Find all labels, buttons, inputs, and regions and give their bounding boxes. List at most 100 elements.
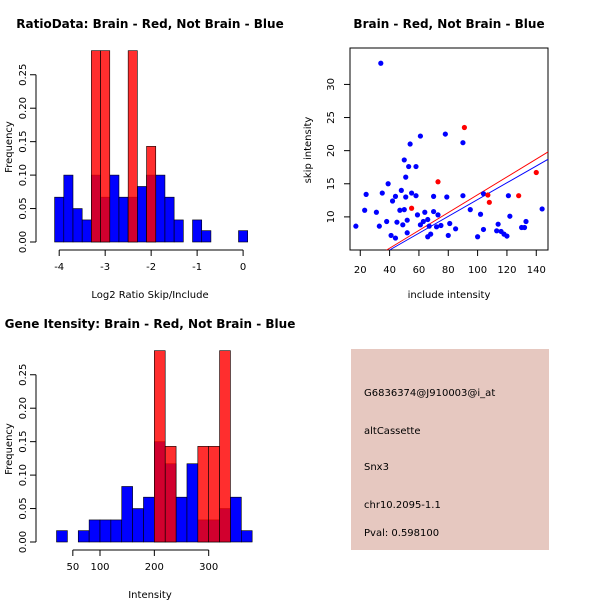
scatter-xlabel: include intensity	[408, 290, 491, 301]
scatter-point-not-brain	[442, 131, 448, 137]
scatter-point-not-brain	[398, 187, 404, 193]
probe-id: G6836374@J910003@i_at	[364, 388, 495, 399]
scatter-x-tick-label: 80	[442, 265, 455, 276]
ratio-histogram-x-axis: -4 -3 -2 -1 0	[54, 249, 246, 273]
scatter-point-not-brain	[353, 223, 359, 229]
scatter-point-not-brain	[392, 235, 399, 241]
ratio-histogram-x-tick-label: 0	[240, 262, 246, 273]
scatter-point-not-brain	[447, 220, 453, 227]
scatter-point-not-brain	[425, 216, 431, 223]
scatter-point-not-brain	[539, 206, 545, 212]
intensity-histogram-bar-not-brain	[110, 519, 123, 543]
scatter-point-not-brain	[467, 207, 473, 213]
intensity-histogram-bar-brain	[208, 446, 220, 543]
intensity-histogram-bars	[56, 350, 253, 543]
ratio-histogram-bar-not-brain	[72, 208, 83, 243]
scatter-point-not-brain	[475, 234, 481, 240]
pval-text: Pval: 0.598100	[364, 528, 439, 539]
scatter-point-not-brain	[431, 193, 437, 199]
intensity-histogram-title: Gene Itensity: Brain - Red, Not Brain - …	[5, 317, 296, 331]
brain-fit-line	[386, 151, 549, 251]
intensity-histogram-x-tick-label: 200	[145, 562, 164, 573]
scatter-point-not-brain	[494, 228, 500, 234]
scatter-point-not-brain	[379, 190, 385, 196]
intensity-histogram-ylabel: Frequency	[4, 423, 15, 475]
scatter-point-not-brain	[376, 223, 382, 229]
ratio-histogram-xlabel: Log2 Ratio Skip/Include	[91, 290, 208, 301]
scatter-point-not-brain	[388, 232, 394, 239]
ratio-histogram-bar-not-brain	[164, 196, 175, 243]
ratio-histogram-bar-not-brain	[81, 219, 92, 243]
scatter-x-tick-label: 40	[383, 265, 396, 276]
ratio-histogram-ylabel: Frequency	[4, 121, 15, 173]
scatter-point-not-brain	[384, 218, 390, 225]
ratio-histogram-bar-brain	[146, 146, 157, 243]
info-panel-background	[351, 349, 549, 550]
gene-name: Snx3	[364, 462, 389, 473]
ratio-histogram-bar-not-brain	[238, 230, 249, 243]
ratio-histogram-y-axis: 0.00 0.05 0.10 0.15 0.20 0.25	[18, 64, 37, 253]
intensity-histogram-y-tick-label: 0.05	[18, 497, 29, 519]
intensity-histogram-bar-brain	[197, 446, 209, 543]
scatter-plot-box	[349, 47, 549, 251]
scatter-point-not-brain	[389, 198, 396, 204]
scatter-point-not-brain	[394, 219, 400, 225]
scatter-point-not-brain	[505, 193, 511, 199]
scatter-point-not-brain	[378, 60, 384, 66]
ratio-histogram-y-tick-label: 0.15	[18, 131, 29, 153]
scatter-ylabel: skip intensity	[303, 117, 314, 184]
intensity-histogram-bar-brain	[164, 446, 177, 543]
scatter-point-not-brain	[504, 233, 510, 239]
scatter-point-not-brain	[426, 223, 432, 229]
ratio-histogram-x-tick-label: -4	[54, 262, 64, 273]
ratio-histogram-bar-not-brain	[54, 196, 65, 243]
ratio-histogram-bar-not-brain	[201, 230, 212, 243]
ratio-histogram-y-tick-label: 0.05	[18, 197, 29, 219]
scatter-point-not-brain	[373, 209, 379, 215]
ratio-histogram-bar-not-brain	[109, 174, 120, 243]
scatter-point-not-brain	[409, 190, 415, 196]
intensity-histogram-x-axis: 50 100 200 300	[66, 549, 218, 573]
scatter-y-tick-label: 30	[326, 78, 337, 91]
scatter-y-tick-label: 20	[326, 144, 337, 157]
scatter-point-not-brain	[392, 193, 399, 199]
scatter-point-brain	[485, 192, 491, 198]
ratio-histogram-y-tick-label: 0.00	[18, 231, 29, 253]
intensity-histogram-bar-not-brain	[56, 530, 68, 543]
ratio-histogram: RatioData: Brain - Red, Not Brain - Blue…	[4, 17, 284, 301]
scatter-point-not-brain	[401, 207, 407, 213]
scatter-point-not-brain	[363, 191, 369, 197]
scatter-point-not-brain	[445, 232, 451, 239]
scatter-point-not-brain	[460, 140, 466, 146]
scatter-point-not-brain	[480, 226, 487, 233]
scatter-point-not-brain	[477, 211, 484, 217]
ratio-histogram-bar-not-brain	[63, 174, 74, 243]
intensity-histogram-bar-not-brain	[241, 530, 253, 543]
scatter-point-not-brain	[444, 194, 450, 200]
ratio-histogram-bar-brain	[100, 50, 111, 243]
ratio-histogram-x-tick-label: -2	[146, 262, 156, 273]
ratio-histogram-y-tick-label: 0.25	[18, 64, 29, 86]
intensity-histogram-bar-not-brain	[99, 519, 112, 543]
scatter-points	[353, 60, 545, 241]
scatter-point-not-brain	[406, 163, 412, 170]
chromosome-location: chr10.2095-1.1	[364, 500, 441, 511]
intensity-histogram-y-tick-label: 0.10	[18, 464, 29, 486]
intensity-histogram-bar-brain	[219, 350, 231, 543]
scatter-point-not-brain	[438, 222, 444, 229]
scatter-point-not-brain	[401, 157, 407, 163]
scatter-point-not-brain	[507, 213, 513, 219]
scatter-point-not-brain	[460, 193, 466, 199]
scatter-point-not-brain	[435, 212, 441, 218]
intensity-scatter-title: Brain - Red, Not Brain - Blue	[353, 17, 544, 31]
scatter-x-tick-label: 140	[527, 265, 546, 276]
scatter-point-not-brain	[414, 212, 421, 218]
ratio-histogram-bar-brain	[91, 50, 101, 243]
scatter-point-not-brain	[413, 193, 419, 199]
ratio-histogram-x-tick-label: -3	[100, 262, 110, 273]
scatter-point-not-brain	[385, 181, 391, 187]
scatter-point-not-brain	[397, 207, 403, 213]
ratio-histogram-y-tick-label: 0.20	[18, 97, 29, 119]
intensity-histogram-bar-not-brain	[88, 519, 101, 543]
intensity-histogram-y-tick-label: 0.20	[18, 397, 29, 419]
